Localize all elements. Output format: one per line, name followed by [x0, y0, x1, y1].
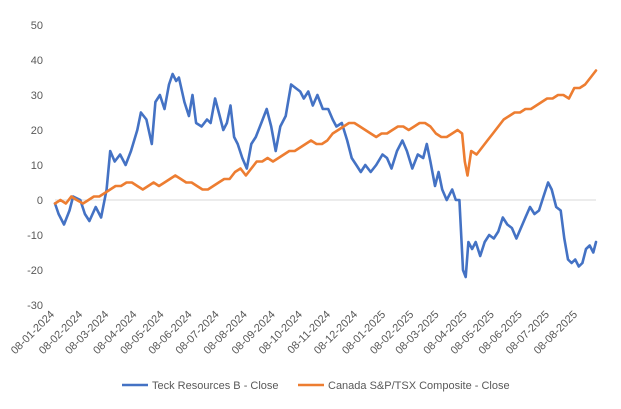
legend-label: Canada S&P/TSX Composite - Close	[328, 380, 510, 392]
series-lines	[53, 69, 598, 279]
legend: Teck Resources B - Close Canada S&P/TSX C…	[122, 380, 510, 392]
y-tick-label: -30	[27, 300, 43, 312]
series-line-teck	[53, 72, 598, 279]
y-tick-label: 10	[31, 160, 43, 172]
y-tick-label: -20	[27, 265, 43, 277]
legend-label: Teck Resources B - Close	[152, 380, 279, 392]
y-axis-tick-labels: -30 -20 -10 0 10 20 30 40 50	[27, 20, 43, 312]
y-tick-label: 50	[31, 20, 43, 32]
y-tick-label: 0	[37, 195, 43, 207]
y-tick-label: 30	[31, 90, 43, 102]
y-tick-label: -10	[27, 230, 43, 242]
y-tick-label: 20	[31, 125, 43, 137]
y-tick-label: 40	[31, 55, 43, 67]
series-line-tsx	[53, 69, 598, 205]
